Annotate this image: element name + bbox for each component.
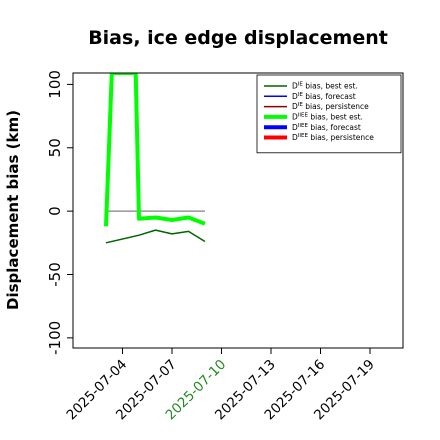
y-tick-label: -100 (46, 321, 64, 355)
y-tick-label: 0 (46, 206, 64, 216)
legend: DIE bias, best est.DIE bias, forecastDIE… (256, 74, 402, 154)
legend-entry: DIE bias, persistence (292, 102, 369, 111)
legend-box (256, 74, 402, 154)
legend-entry: DIE bias, best est. (292, 82, 358, 91)
y-tick-label: -50 (46, 262, 64, 287)
plot-frame (72, 72, 404, 349)
y-tick-label: 50 (46, 138, 64, 157)
series-line-0 (105, 229, 206, 244)
legend-entry: DIIEE bias, best est. (292, 113, 363, 122)
chart-title: Bias, ice edge displacement (88, 27, 388, 49)
series-line-3 (104, 73, 206, 227)
legend-entry: DIIEE bias, forecast (292, 123, 361, 132)
legend-entry: DIIEE bias, persistence (292, 133, 374, 142)
y-axis-label: Displacement bias (km) (4, 110, 22, 310)
legend-entry: DIE bias, forecast (292, 92, 356, 101)
y-tick-label: 100 (46, 70, 64, 99)
